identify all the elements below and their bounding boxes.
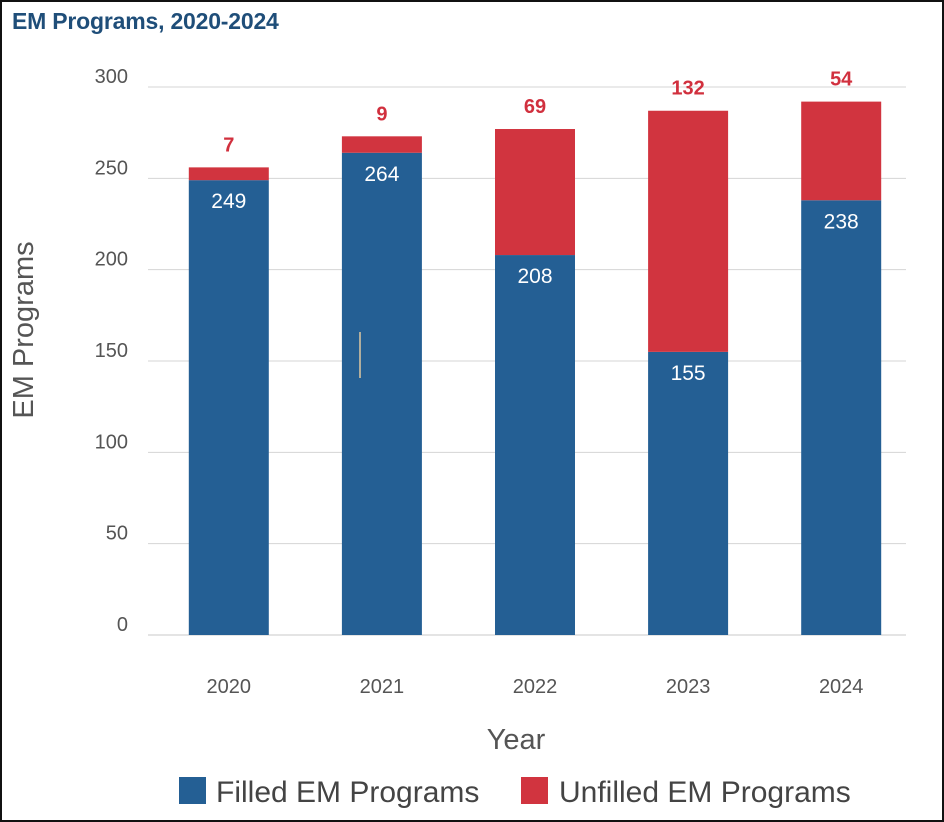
y-tick-label-300: 300 — [95, 66, 128, 88]
y-tick-label-150: 150 — [95, 340, 128, 362]
x-tick-label-2021: 2021 — [360, 676, 405, 698]
y-tick-label-100: 100 — [95, 431, 128, 453]
data-label-filled-2023: 155 — [671, 362, 706, 385]
bar-filled-2020 — [188, 180, 269, 635]
x-tick-label-2020: 2020 — [207, 676, 252, 698]
data-label-filled-2024: 238 — [824, 210, 859, 233]
x-tick-label-2023: 2023 — [666, 676, 711, 698]
x-tick-label-2022: 2022 — [513, 676, 558, 698]
legend-label-unfilled: Unfilled EM Programs — [559, 776, 851, 809]
y-axis-title: EM Programs — [8, 241, 40, 418]
bar-unfilled-2022 — [495, 129, 575, 256]
y-tick-label-250: 250 — [95, 157, 128, 179]
y-tick-label-0: 0 — [117, 614, 128, 636]
data-label-unfilled-2022: 69 — [524, 96, 546, 118]
data-labels: 249 7 264 9 208 69 155 132 238 54 — [211, 69, 858, 385]
x-axis-title: Year — [487, 724, 546, 756]
data-label-filled-2022: 208 — [517, 265, 552, 288]
data-label-unfilled-2023: 132 — [671, 78, 704, 100]
x-ticks: 2020 2021 2022 2023 2024 — [207, 676, 864, 698]
bar-unfilled-2021 — [341, 136, 422, 153]
bar-unfilled-2023 — [648, 110, 729, 352]
legend: Filled EM Programs Unfilled EM Programs — [179, 776, 851, 809]
data-label-unfilled-2021: 9 — [376, 103, 387, 125]
data-label-unfilled-2020: 7 — [223, 134, 234, 156]
y-ticks: 0 50 100 150 200 250 300 — [95, 66, 128, 636]
legend-label-filled: Filled EM Programs — [216, 776, 479, 809]
data-label-unfilled-2024: 54 — [830, 69, 853, 91]
data-label-filled-2021: 264 — [364, 163, 399, 186]
chart-title: EM Programs, 2020-2024 — [12, 8, 279, 34]
legend-swatch-unfilled — [521, 777, 548, 804]
x-tick-label-2024: 2024 — [819, 676, 864, 698]
bar-unfilled-2024 — [801, 101, 882, 201]
legend-swatch-filled — [179, 777, 206, 804]
y-tick-label-200: 200 — [95, 249, 128, 271]
y-tick-label-50: 50 — [106, 523, 128, 545]
bar-filled-2022 — [495, 255, 575, 635]
bar-filled-2021 — [341, 152, 422, 635]
data-label-filled-2020: 249 — [211, 190, 246, 213]
bar-filled-2024 — [801, 200, 882, 635]
bar-filled-2023 — [648, 351, 729, 635]
bar-unfilled-2020 — [188, 167, 269, 181]
bars — [188, 101, 882, 635]
